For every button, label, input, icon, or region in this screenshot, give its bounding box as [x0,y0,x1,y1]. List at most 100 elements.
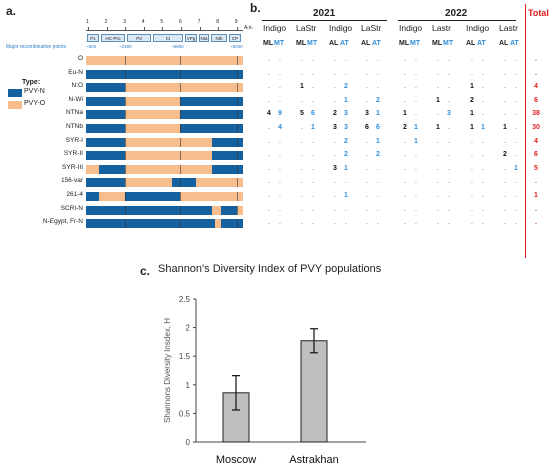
genome-row [86,83,243,93]
genome-row-label: N-Egypt, Fr-N [42,218,83,226]
count-cell: . [334,205,336,213]
count-cell: 1 [376,110,380,118]
count-cell: . [415,192,417,199]
count-cell: . [377,164,379,172]
legend-label-n: PVY-N [24,88,45,95]
site-header: LaStr [361,23,382,33]
sub-header: ML [296,40,307,47]
count-cell: 1 [311,124,315,131]
count-cell: . [366,205,368,213]
count-cell: . [504,205,506,213]
count-cell: . [448,205,450,213]
segment-divider [236,205,238,215]
count-cell: . [334,151,336,159]
count-cell: . [482,69,484,77]
major-points-label: Major recombination points [6,44,67,50]
segment-divider [180,219,182,229]
count-cell: 1 [436,124,440,131]
ruler-tick [125,27,127,31]
segment-divider [125,137,127,147]
genome-segment-pvy-n [86,178,126,188]
count-cell: . [312,205,314,213]
genome-row [86,151,243,161]
genome-segment-pvy-n [180,96,243,106]
total-cell: 4 [534,83,538,91]
segment-divider [236,178,238,188]
count-cell: . [448,69,450,77]
x-category-label: Astrakhan [289,454,339,466]
site-header: Indigo [466,23,490,33]
count-cell: . [404,69,406,77]
genome-segment-pvy-n [172,178,196,188]
genome-segment-pvy-n [86,124,126,133]
count-cell: . [404,151,406,159]
genome-segment-pvy-n [86,137,126,147]
count-cell: . [448,83,450,91]
genome-row-label: 261-4 [66,191,83,198]
count-cell: . [366,56,368,63]
genome-segment-pvy-o [125,164,212,174]
segment-divider [125,124,127,133]
count-cell: . [334,56,336,63]
genome-row-label: O [77,55,83,62]
genome-ruler [86,30,243,31]
count-cell: . [312,219,314,227]
count-cell: . [377,178,379,186]
count-cell: 2 [503,151,507,159]
count-cell: . [279,205,281,213]
legend-label-o: PVY-O [24,100,46,107]
genome-row [86,56,243,65]
segment-divider [236,192,238,201]
segment-divider [180,192,182,201]
legend-swatch-o [8,101,22,109]
segment-divider [236,110,238,120]
count-cell: . [268,192,270,199]
count-cell: . [404,56,406,63]
segment-divider [236,164,238,174]
ruler-tick-label: 8 [216,19,219,25]
y-tick-label: 0 [186,438,191,447]
count-cell: . [437,83,439,91]
count-cell: . [482,110,484,118]
count-cell: . [515,137,517,145]
count-cell: 3 [344,110,348,118]
total-divider [525,4,526,258]
count-cell: . [404,137,406,145]
count-cell: . [482,219,484,227]
count-cell: . [504,56,506,63]
recombination-point: ~500 [86,44,97,49]
segment-divider [180,110,182,120]
count-cell: 2 [344,137,348,145]
count-cell: . [268,56,270,63]
count-cell: . [482,205,484,213]
count-cell: 4 [267,110,271,118]
genome-segment-pvy-n [211,164,243,174]
count-cell: 1 [470,110,474,118]
count-cell: . [515,192,517,199]
gene-ci: CI [153,34,183,42]
ruler-tick-label: 1 [86,19,89,25]
count-cell: 2 [344,83,348,91]
genome-row-label: N-Wi [68,95,83,103]
count-cell: . [504,69,506,77]
genome-segment-pvy-o [125,83,243,93]
count-cell: . [515,56,517,63]
count-cell: . [301,124,303,131]
total-cell: . [535,205,537,213]
genome-row-label: NTNa [66,109,83,117]
count-cell: 6 [311,110,315,118]
genome-segment-pvy-o [125,151,212,161]
count-cell: . [437,205,439,213]
segment-divider [125,205,127,215]
count-cell: . [437,110,439,118]
genome-segment-pvy-o [211,205,221,215]
count-cell: 1 [503,124,507,131]
count-cell: 1 [300,83,304,91]
segment-divider [180,96,182,106]
count-cell: . [437,151,439,159]
total-cell: 4 [534,137,538,145]
count-cell: . [404,219,406,227]
count-cell: 1 [514,164,518,172]
genome-segment-pvy-o [214,219,221,229]
segment-divider [236,151,238,161]
